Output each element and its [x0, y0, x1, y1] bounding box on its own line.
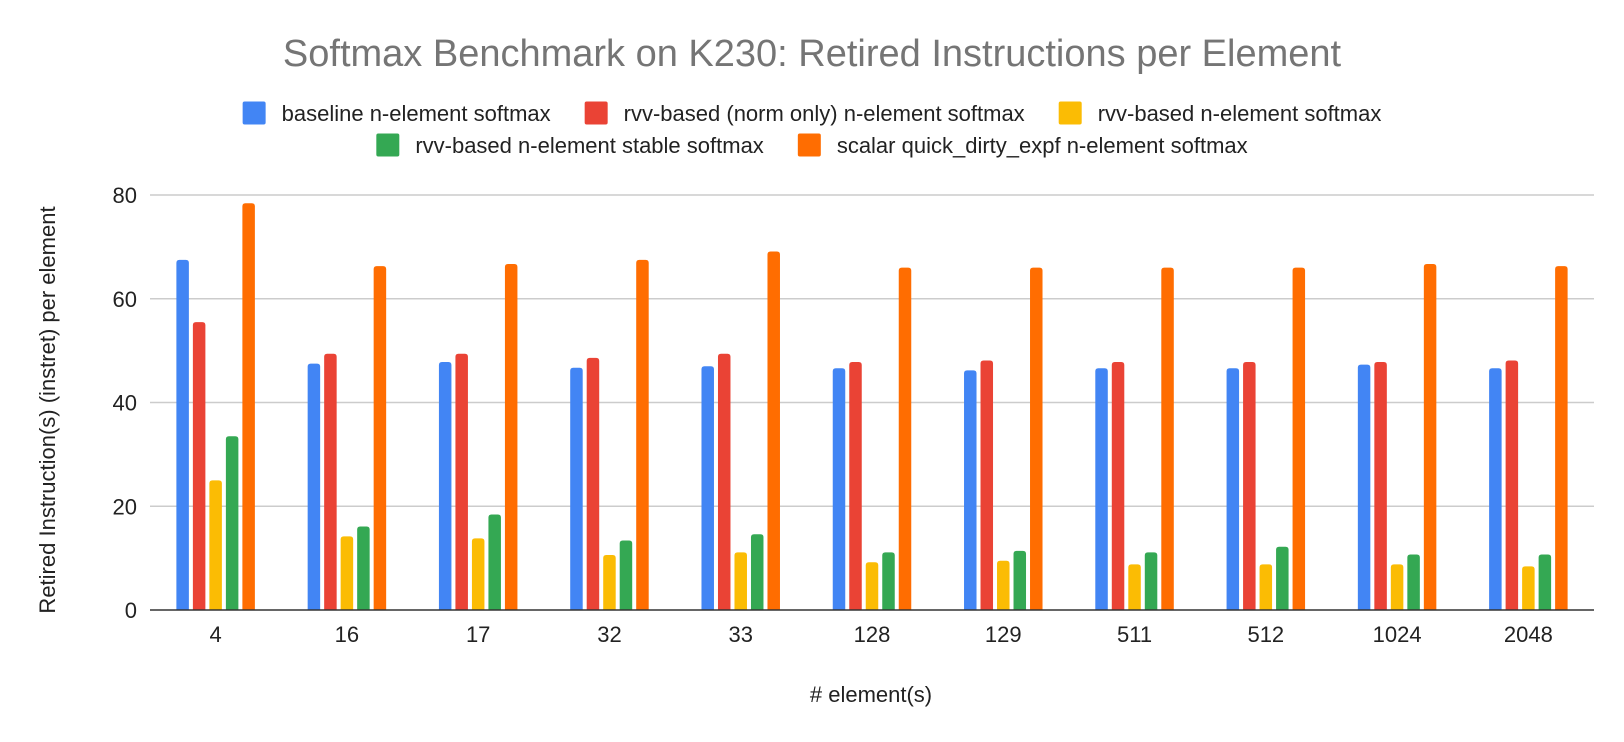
legend-item: scalar quick_dirty_expf n-element softma… — [797, 133, 1248, 158]
bar — [1030, 267, 1043, 610]
bar — [1357, 364, 1371, 610]
legend-label: rvv-based (norm only) n-element softmax — [624, 101, 1025, 126]
bar — [1489, 368, 1502, 610]
bar — [882, 552, 895, 610]
y-tick-label: 20 — [113, 494, 137, 519]
legend-swatch — [376, 133, 400, 157]
x-axis-title: # element(s) — [810, 682, 932, 707]
bar — [176, 259, 189, 610]
y-tick-label: 80 — [113, 183, 137, 208]
legend-item: baseline n-element softmax — [242, 101, 551, 126]
bars — [176, 203, 1568, 611]
y-tick-label: 60 — [113, 287, 137, 312]
legend-label: rvv-based n-element stable softmax — [415, 133, 764, 158]
bar — [242, 203, 255, 611]
bar — [438, 362, 452, 610]
x-tick-label: 17 — [466, 622, 490, 647]
bar — [357, 526, 370, 610]
bar — [209, 480, 222, 610]
bar — [373, 266, 387, 610]
x-tick-label: 2048 — [1504, 622, 1553, 647]
bar — [570, 367, 583, 610]
y-axis-title: Retired Instruction(s) (instret) per ele… — [35, 206, 60, 613]
bar — [1111, 362, 1125, 610]
bar — [1374, 362, 1387, 610]
bar — [1226, 368, 1240, 610]
legend-label: rvv-based n-element softmax — [1098, 101, 1382, 126]
bar — [619, 540, 633, 610]
legend-label: scalar quick_dirty_expf n-element softma… — [837, 133, 1248, 158]
y-tick-label: 0 — [125, 598, 137, 623]
bar — [225, 436, 239, 610]
x-tick-label: 511 — [1117, 622, 1152, 647]
legend-swatch — [584, 101, 608, 125]
bar — [717, 353, 731, 610]
gridlines — [150, 194, 1594, 507]
bar — [1243, 362, 1256, 610]
legend-swatch — [242, 101, 266, 125]
bar — [1505, 360, 1519, 610]
bar — [997, 560, 1010, 610]
bar — [603, 555, 616, 610]
bar — [455, 353, 468, 610]
bar — [767, 251, 780, 610]
legend-swatch — [797, 133, 821, 157]
bar — [471, 538, 485, 610]
bar — [1522, 566, 1535, 610]
legend-item: rvv-based n-element stable softmax — [376, 133, 764, 158]
bar — [1128, 564, 1141, 610]
bar — [586, 357, 600, 610]
bar — [734, 552, 747, 610]
legend-label: baseline n-element softmax — [282, 101, 551, 126]
bar — [1390, 564, 1404, 610]
bar — [849, 362, 862, 610]
bar — [488, 514, 501, 610]
legend: baseline n-element softmax rvv-based (nor… — [242, 101, 1382, 158]
legend-item: rvv-based n-element softmax — [1058, 101, 1382, 126]
x-tick-label: 512 — [1247, 622, 1284, 647]
bar — [324, 353, 337, 610]
bar — [1013, 550, 1027, 610]
bar — [1555, 266, 1568, 610]
bar — [1423, 263, 1437, 610]
bar — [307, 363, 321, 610]
bar — [1144, 552, 1158, 610]
x-tick-label: 128 — [854, 622, 891, 647]
bar — [1292, 267, 1306, 610]
y-axis-ticks: 0 20 40 60 80 — [113, 183, 137, 623]
bar — [750, 534, 764, 610]
x-tick-label: 129 — [985, 622, 1022, 647]
bar — [964, 370, 977, 610]
bar — [340, 536, 354, 610]
bar — [980, 360, 994, 610]
x-axis-ticks: 4 16 17 32 33 128 129 511 512 1024 2048 — [210, 622, 1553, 647]
x-tick-label: 1024 — [1373, 622, 1422, 647]
bar — [1161, 267, 1174, 610]
x-tick-label: 16 — [335, 622, 359, 647]
bar — [865, 562, 879, 610]
bar — [1095, 368, 1108, 610]
bar — [1259, 564, 1273, 610]
bar — [1538, 554, 1552, 610]
legend-item: rvv-based (norm only) n-element softmax — [584, 101, 1025, 126]
bar — [1407, 554, 1420, 610]
bar — [701, 366, 714, 610]
bar — [1276, 546, 1289, 610]
bar — [898, 267, 912, 610]
y-tick-label: 40 — [113, 391, 137, 416]
legend-swatch — [1058, 101, 1082, 125]
bar — [832, 368, 846, 610]
chart-title: Softmax Benchmark on K230: Retired Instr… — [283, 33, 1342, 75]
bar — [504, 263, 518, 610]
bar — [192, 322, 206, 610]
x-tick-label: 4 — [210, 622, 222, 647]
x-tick-label: 32 — [597, 622, 621, 647]
bar — [636, 259, 649, 610]
x-tick-label: 33 — [728, 622, 752, 647]
